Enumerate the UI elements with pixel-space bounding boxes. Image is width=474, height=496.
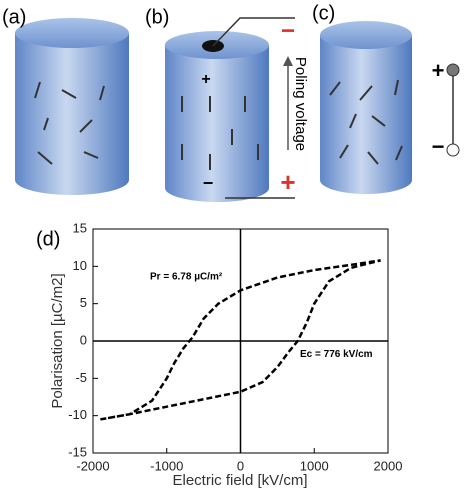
minus-sign: − (432, 134, 445, 159)
y-tick-label: 15 (73, 220, 87, 235)
x-axis-label: Electric field [kV/cm] (172, 472, 307, 489)
y-tick-label: -10 (68, 407, 87, 422)
minus-sign: − (281, 17, 295, 44)
minus-sign: − (203, 173, 214, 193)
x-tick-label: 0 (237, 458, 244, 473)
plus-sign: + (280, 167, 295, 197)
poling-label: Poling voltage (292, 57, 309, 151)
y-tick-label: 10 (73, 258, 87, 273)
plus-sign: + (201, 71, 210, 88)
x-tick-label: 2000 (374, 458, 403, 473)
y-tick-label: -5 (75, 370, 87, 385)
panel-label: (a) (2, 6, 26, 28)
panel-label: (d) (36, 228, 60, 250)
y-tick-label: -15 (68, 444, 87, 459)
hysteresis-loop (100, 259, 381, 421)
plus-sign: + (432, 58, 445, 83)
cylinder-a (15, 18, 129, 195)
cylinder-c (320, 21, 460, 194)
y-axis-label: Polarisation [µC/m2] (49, 273, 66, 408)
x-tick-label: 1000 (300, 458, 329, 473)
cylinder-b (165, 17, 295, 202)
annotation: Ec = 776 kV/cm (300, 349, 373, 360)
annotation: Pr = 6.78 µC/m² (150, 271, 223, 282)
x-tick-label: -1000 (150, 458, 183, 473)
dipoles (34, 79, 403, 170)
panel-label: (c) (312, 2, 335, 24)
x-tick-label: -2000 (76, 458, 109, 473)
panel-label: (b) (145, 6, 169, 28)
y-tick-label: 5 (80, 295, 87, 310)
y-tick-label: 0 (80, 332, 87, 347)
